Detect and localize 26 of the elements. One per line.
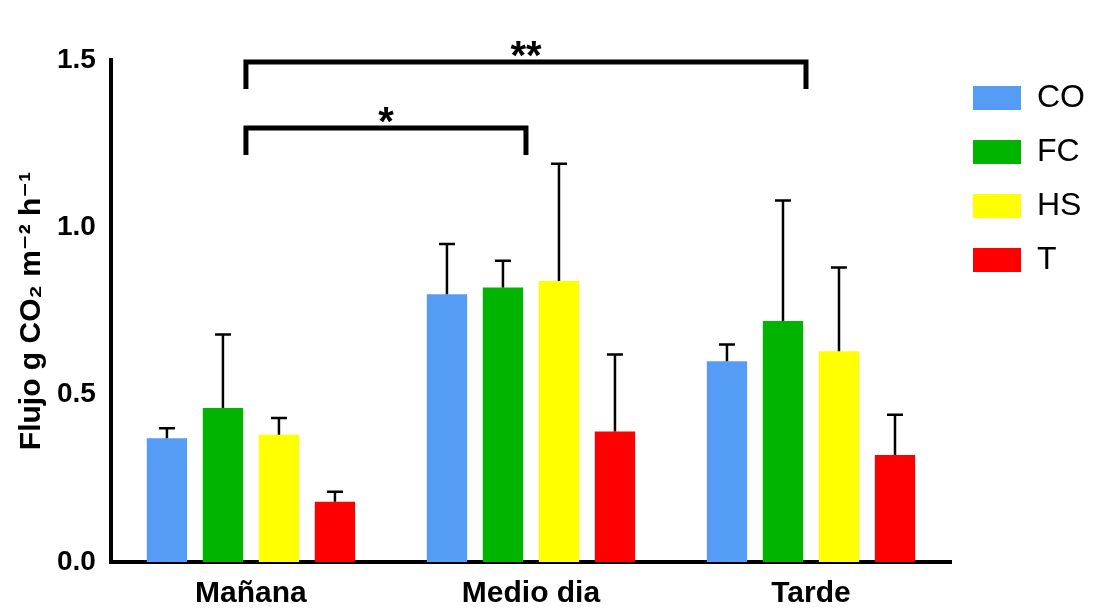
y-tick-label: 0.5 [56,377,96,409]
x-tick-label: Tarde [771,575,851,609]
legend-label: T [1037,239,1057,276]
x-tick-label: Medio dia [461,575,601,609]
y-tick-label: 1.0 [56,210,96,242]
legend-label: FC [1037,131,1080,168]
annotation: ** [510,33,542,78]
bar [426,294,468,562]
legend-label: HS [1037,185,1082,222]
x-tick-label: Mañana [195,575,308,609]
bar [818,351,860,562]
bar [202,408,244,562]
bar [482,287,524,562]
bar [314,501,356,562]
bar [258,434,300,562]
bar [874,454,916,562]
y-tick-label: 0.0 [56,544,96,576]
y-tick-label: 1.5 [56,42,96,74]
bar [706,361,748,562]
bar [538,280,580,562]
legend-label: CO [1037,77,1085,114]
y-axis-title: Flujo g CO₂ m⁻² h⁻¹ [13,171,47,451]
annotation: * [378,99,395,144]
bar [594,431,636,562]
bar [146,438,188,562]
bar [762,321,804,562]
